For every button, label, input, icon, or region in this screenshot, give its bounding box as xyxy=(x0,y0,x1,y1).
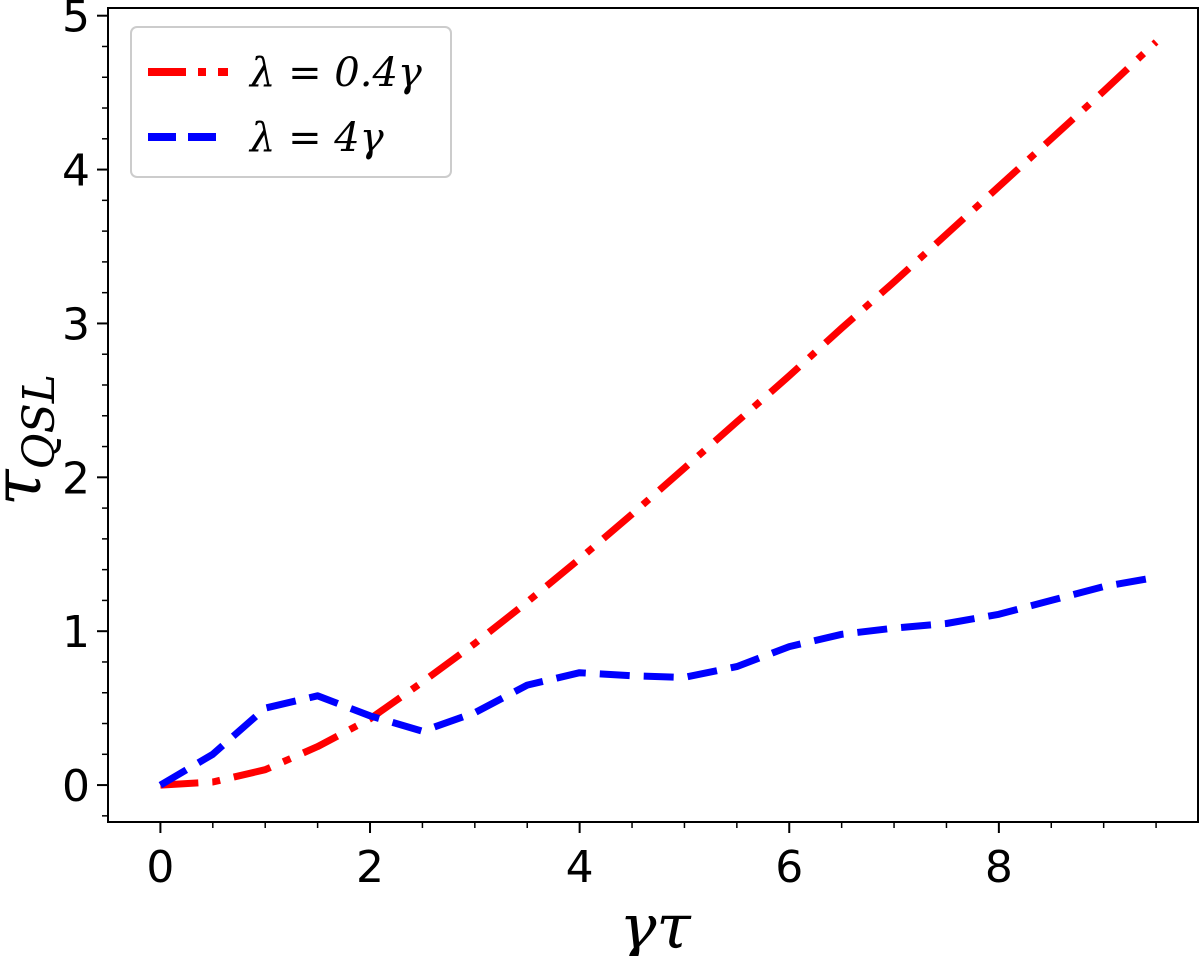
y-tick-label: 1 xyxy=(62,607,90,658)
y-axis-label-main: τ xyxy=(0,468,56,506)
x-tick-label: 2 xyxy=(356,842,384,893)
legend-entry-blue: λ = 4γ xyxy=(248,115,384,161)
x-tick-label: 0 xyxy=(146,842,174,893)
plot-frame xyxy=(107,7,1199,823)
y-tick-label: 5 xyxy=(62,0,90,43)
series-layer xyxy=(158,39,1159,789)
major-ticks xyxy=(97,14,1000,833)
legend: λ = 0.4γ λ = 4γ xyxy=(130,26,452,178)
x-axis-label: γτ xyxy=(619,890,692,956)
legend-entry-red: λ = 0.4γ xyxy=(248,50,422,96)
series-line-blue xyxy=(158,573,1157,789)
y-tick-label: 4 xyxy=(62,146,90,197)
series-line-red xyxy=(160,39,1159,789)
y-axis-label-sub: QSL xyxy=(14,374,65,469)
x-tick-label: 8 xyxy=(985,842,1013,893)
tick-labels: 0 2 4 6 8 0 1 2 3 4 5 xyxy=(62,0,1013,893)
x-tick-label: 4 xyxy=(566,842,594,893)
y-tick-label: 0 xyxy=(62,761,90,812)
x-tick-label: 6 xyxy=(775,842,803,893)
y-tick-label: 2 xyxy=(62,453,90,504)
y-tick-label: 3 xyxy=(62,299,90,350)
